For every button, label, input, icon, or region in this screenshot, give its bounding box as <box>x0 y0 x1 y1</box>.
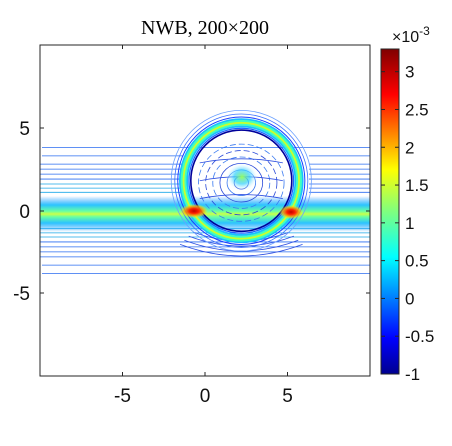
contour-line <box>179 244 303 257</box>
inner-contour <box>199 194 283 199</box>
hot-spot-left <box>180 204 208 218</box>
ring-contour <box>179 118 304 244</box>
x-tick-label: -5 <box>114 386 131 407</box>
y-tick-label: 5 <box>19 119 30 140</box>
colorbar-tick-label: 0 <box>405 289 414 308</box>
ring-contours <box>170 110 312 252</box>
axis-ticks <box>40 45 370 376</box>
colorbar-tick-label: 1.5 <box>405 176 429 195</box>
colorbar-exponent: ×10-3 <box>392 24 430 46</box>
colorbar-tick-label: -1 <box>405 365 420 384</box>
ring-contour <box>182 121 301 240</box>
contour-line <box>188 235 295 247</box>
inner-contour <box>198 143 285 222</box>
ring-contour <box>188 127 295 234</box>
colorbar-tick-label: 3 <box>405 63 414 82</box>
colorbar-tick-label: 1 <box>405 214 414 233</box>
ring-contour <box>180 119 302 242</box>
colorbar-ticks: 3 2.5 2 1.5 1 0.5 0 -0.5 -1 <box>381 63 434 384</box>
inner-contour <box>199 158 283 164</box>
plot-area <box>40 45 370 376</box>
colorbar-tick-label: 2.5 <box>405 100 429 119</box>
y-tick-label: 0 <box>19 202 30 223</box>
ring-contour <box>186 125 297 236</box>
ring-contour <box>177 116 306 245</box>
ring-contour <box>170 110 312 252</box>
colorbar <box>380 48 400 375</box>
ring-contour <box>184 123 299 238</box>
colorbar-tick-label: -0.5 <box>405 327 434 346</box>
center-spot <box>226 163 258 191</box>
colorbar-tick-label: 2 <box>405 138 414 157</box>
x-tick-label: 0 <box>200 386 211 407</box>
chart-title: NWB, 200×200 <box>141 17 269 39</box>
y-tick-label: -5 <box>13 284 30 305</box>
ring-contour <box>190 129 293 233</box>
x-tick-label: 5 <box>282 386 293 407</box>
colorbar-tick-label: 0.5 <box>405 252 429 271</box>
hot-spot-right <box>279 205 303 219</box>
inner-contour <box>212 156 271 209</box>
ring-contour <box>174 113 309 248</box>
inner-contour <box>205 150 278 216</box>
